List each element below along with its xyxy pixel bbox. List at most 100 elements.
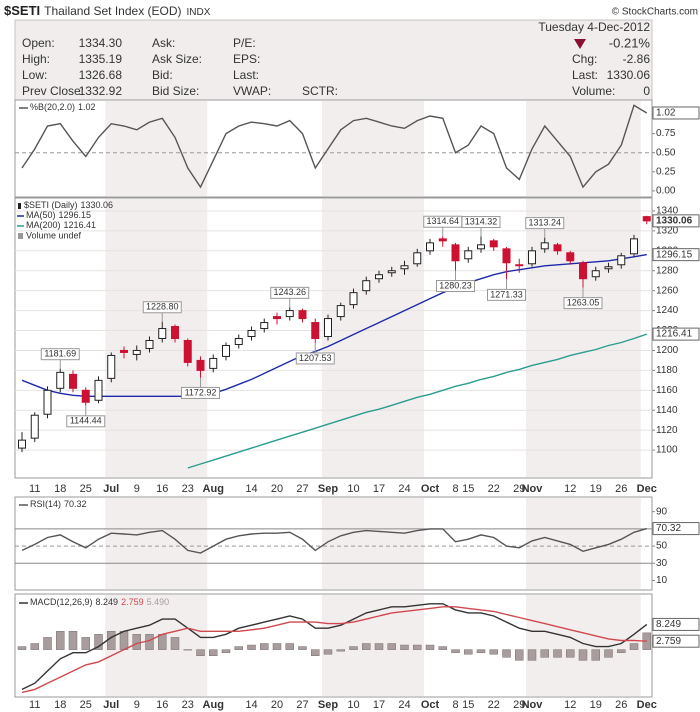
histogram-bar	[464, 649, 473, 655]
y-tick-label: 1100	[656, 445, 678, 456]
candle-body	[515, 264, 524, 267]
legend-value: 1296.15	[59, 210, 92, 220]
candle-body	[81, 389, 90, 403]
title-value: 2.759	[121, 597, 144, 607]
month-shade	[526, 595, 641, 696]
x-tick-label: Aug	[203, 699, 224, 711]
value-box	[652, 248, 700, 262]
histogram-bar	[413, 644, 422, 650]
title-name: MACD(12,26,9)	[30, 597, 93, 607]
histogram-bar	[221, 649, 231, 653]
candle-body	[183, 339, 192, 363]
candle-body	[362, 280, 371, 292]
title-value: 70.32	[64, 499, 87, 509]
candle-body	[566, 252, 575, 262]
index-name: Thailand Set Index (EOD)	[44, 4, 181, 18]
candle-body	[324, 318, 332, 338]
candle-body	[132, 349, 141, 355]
field-label: Bid:	[152, 68, 173, 82]
histogram-bar	[387, 643, 396, 650]
value-box	[652, 522, 700, 536]
histogram-bar	[196, 649, 205, 656]
x-tick-label: 26	[615, 483, 627, 495]
candle-body	[540, 242, 549, 250]
field-value: -2.86	[623, 52, 651, 66]
histogram-bar	[260, 643, 269, 650]
header-title: $SETI Thailand Set Index (EOD) INDX	[4, 3, 211, 18]
annotation-box	[525, 217, 565, 230]
title-name: %B(20,2.0)	[30, 102, 75, 112]
candle-body	[107, 354, 116, 379]
legend-swatch	[18, 203, 21, 209]
candle-body	[413, 252, 422, 265]
field-label: Last:	[233, 68, 259, 82]
x-tick-label: 9	[134, 483, 140, 495]
x-tick-label: 17	[373, 483, 385, 495]
annotation-label: 1314.64	[426, 216, 459, 226]
x-tick-label: 23	[182, 699, 194, 711]
y-tick-label: 1180	[656, 365, 678, 376]
title-value: 8.249	[96, 597, 119, 607]
y-tick-label: 50	[656, 541, 668, 552]
histogram-bar	[591, 649, 600, 661]
value-box	[652, 214, 700, 228]
histogram-bar	[425, 644, 435, 650]
x-tick-label: 19	[590, 699, 602, 711]
candle-body	[387, 270, 396, 274]
field-label: Chg:	[572, 52, 597, 66]
field-label: Low:	[22, 68, 47, 82]
candle-body	[298, 310, 307, 320]
candle-body	[464, 250, 473, 260]
histogram-bar	[183, 649, 192, 651]
x-tick-label: Nov	[522, 699, 544, 711]
histogram-bar	[81, 637, 90, 650]
candle-body	[56, 371, 65, 389]
macd-line	[21, 603, 648, 691]
histogram-bar	[400, 644, 409, 650]
x-tick-label: 23	[182, 483, 194, 495]
x-tick-label: Aug	[203, 483, 224, 495]
annotation-box	[270, 286, 310, 299]
histogram-bar	[234, 646, 243, 650]
histogram-bar	[272, 643, 282, 650]
histogram-bar	[604, 649, 613, 658]
legend-entry: Volume undef	[26, 230, 82, 240]
candle-body	[171, 326, 179, 339]
histogram-bar	[629, 643, 639, 650]
legend-entry: MA(200) 1216.41	[26, 220, 96, 230]
y-tick-label: 0.75	[656, 128, 676, 139]
x-tick-label: 25	[80, 699, 92, 711]
histogram-bar	[30, 643, 39, 650]
histogram-bar	[540, 649, 549, 658]
indicator-line	[21, 104, 648, 189]
candle-body	[375, 274, 383, 280]
y-tick-label: 30	[656, 558, 668, 569]
x-tick-label: 22	[488, 699, 500, 711]
header-box	[14, 19, 653, 101]
candle-body	[591, 270, 600, 278]
x-tick-label: 24	[398, 483, 410, 495]
candle-body	[94, 379, 103, 401]
field-label: EPS:	[233, 52, 260, 66]
month-shade	[322, 101, 424, 196]
field-label: Last:	[572, 68, 598, 82]
candle-body	[489, 240, 498, 248]
change-pct: -0.21%	[609, 35, 651, 50]
y-tick-label: 1200	[656, 345, 679, 356]
field-label: Bid Size:	[152, 84, 199, 98]
x-tick-label: 8	[452, 699, 458, 711]
candle-body	[18, 439, 26, 449]
symbol: $SETI	[4, 3, 40, 18]
moving-average	[21, 253, 647, 397]
x-tick-label: 12	[564, 699, 576, 711]
value-box-label: 70.32	[656, 523, 681, 534]
legend-value: 1330.06	[81, 200, 114, 210]
value-box	[652, 617, 700, 631]
annotation-label: 1243.26	[273, 287, 306, 297]
y-tick-label: 1120	[656, 425, 678, 436]
legend-entry: $SETI (Daily) 1330.06	[24, 200, 113, 210]
histogram-bar	[578, 649, 588, 661]
x-tick-label: Nov	[522, 483, 544, 495]
